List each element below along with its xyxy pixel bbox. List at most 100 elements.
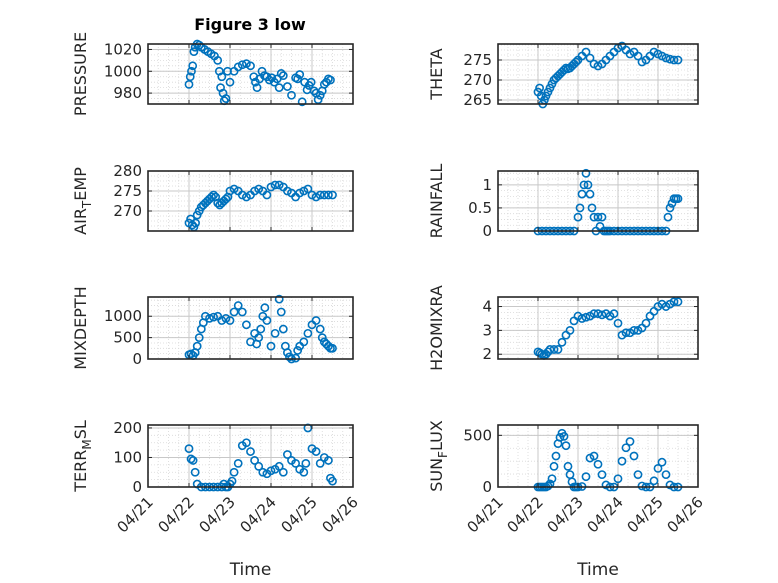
data-point <box>557 337 567 347</box>
data-point <box>301 458 311 468</box>
data-point <box>303 184 313 194</box>
y-tick-label: 0 <box>132 478 142 496</box>
data-point <box>233 458 243 468</box>
y-tick-label: 1000 <box>104 307 142 325</box>
data-point <box>258 467 268 477</box>
data-point <box>613 474 623 484</box>
data-point <box>657 457 667 467</box>
data-point <box>297 97 307 107</box>
y-axis-label: TERRMSL <box>71 420 94 493</box>
data-point <box>282 450 292 459</box>
data-point <box>621 443 631 453</box>
data-point <box>563 461 573 471</box>
y-tick-label: 270 <box>113 202 142 220</box>
data-point <box>256 324 266 334</box>
data-point <box>565 325 575 335</box>
axes-frame <box>147 296 354 360</box>
data-point <box>609 309 619 319</box>
data-point <box>673 297 683 307</box>
data-point <box>319 79 329 89</box>
axes-frame <box>497 296 699 360</box>
data-point <box>311 192 321 202</box>
data-point <box>237 307 247 317</box>
x-axis-label: Time <box>576 560 619 580</box>
y-axis-label: SUNFLUX <box>427 420 450 492</box>
data-point <box>299 467 309 477</box>
panel-4: 0 0.5 1 RAINFALL <box>427 164 699 240</box>
data-point <box>309 86 319 96</box>
data-point <box>661 470 671 479</box>
data-point <box>266 466 276 476</box>
data-point <box>633 470 643 479</box>
data-point <box>585 189 595 199</box>
data-point <box>573 212 583 222</box>
data-point <box>188 456 198 465</box>
data-point <box>317 333 327 343</box>
data-point <box>303 328 313 338</box>
data-point <box>217 72 227 82</box>
data-point <box>188 61 198 71</box>
x-tick-label: 04/25 <box>278 493 321 536</box>
data-point <box>543 481 553 491</box>
data-point <box>260 303 270 313</box>
data-point <box>293 74 303 84</box>
x-tick-label: 04/22 <box>504 493 547 536</box>
data-point <box>669 297 679 307</box>
data-point <box>266 341 276 351</box>
data-point <box>190 467 200 477</box>
data-point <box>229 307 239 317</box>
axes-frame <box>147 424 354 488</box>
y-tick-label: 0 <box>482 478 492 496</box>
data-point <box>581 168 591 178</box>
y-tick-label: 500 <box>113 329 142 347</box>
y-axis-label: PRESSURE <box>71 32 90 116</box>
data-point <box>227 476 237 486</box>
y-tick-label: 200 <box>113 419 142 437</box>
data-point <box>673 194 683 204</box>
data-point <box>637 481 647 491</box>
data-point <box>649 476 659 486</box>
data-point <box>555 432 565 442</box>
data-point <box>315 90 325 100</box>
axes-frame <box>147 170 354 232</box>
data-point <box>306 77 316 87</box>
data-point <box>278 324 288 334</box>
y-axis-label: RAINFALL <box>427 164 446 239</box>
data-point <box>617 456 627 466</box>
data-point <box>328 190 337 200</box>
y-tick-label: 500 <box>463 426 492 444</box>
data-point <box>221 194 231 204</box>
axes-frame <box>497 170 699 232</box>
data-point <box>254 333 264 343</box>
data-point <box>665 54 675 64</box>
data-point <box>549 345 559 354</box>
data-point <box>551 451 561 461</box>
data-point <box>326 75 335 85</box>
y-axis-label: THETA <box>427 48 446 100</box>
data-point <box>213 55 223 65</box>
data-point <box>237 190 247 200</box>
data-point <box>270 328 280 338</box>
y-tick-label: 3 <box>482 321 492 339</box>
data-point <box>276 307 286 317</box>
data-point <box>581 312 591 322</box>
data-point <box>209 312 218 322</box>
data-point <box>293 346 303 355</box>
data-point <box>641 318 651 328</box>
y-tick-label: 1000 <box>104 62 142 80</box>
y-tick-label: 275 <box>463 51 492 69</box>
data-point <box>225 77 235 87</box>
data-point <box>229 184 239 194</box>
data-point <box>575 203 585 213</box>
data-point <box>621 328 631 338</box>
x-tick-label: 04/23 <box>544 493 587 536</box>
panel-3: 270 275 280 AIRTEMP <box>71 162 354 235</box>
panel-6: 2 3 4 H2OMIXRA <box>427 285 699 371</box>
x-tick-label: 04/22 <box>155 493 198 536</box>
data-point <box>254 461 264 471</box>
y-tick-label: 0.5 <box>468 199 492 217</box>
data-point <box>278 71 288 81</box>
